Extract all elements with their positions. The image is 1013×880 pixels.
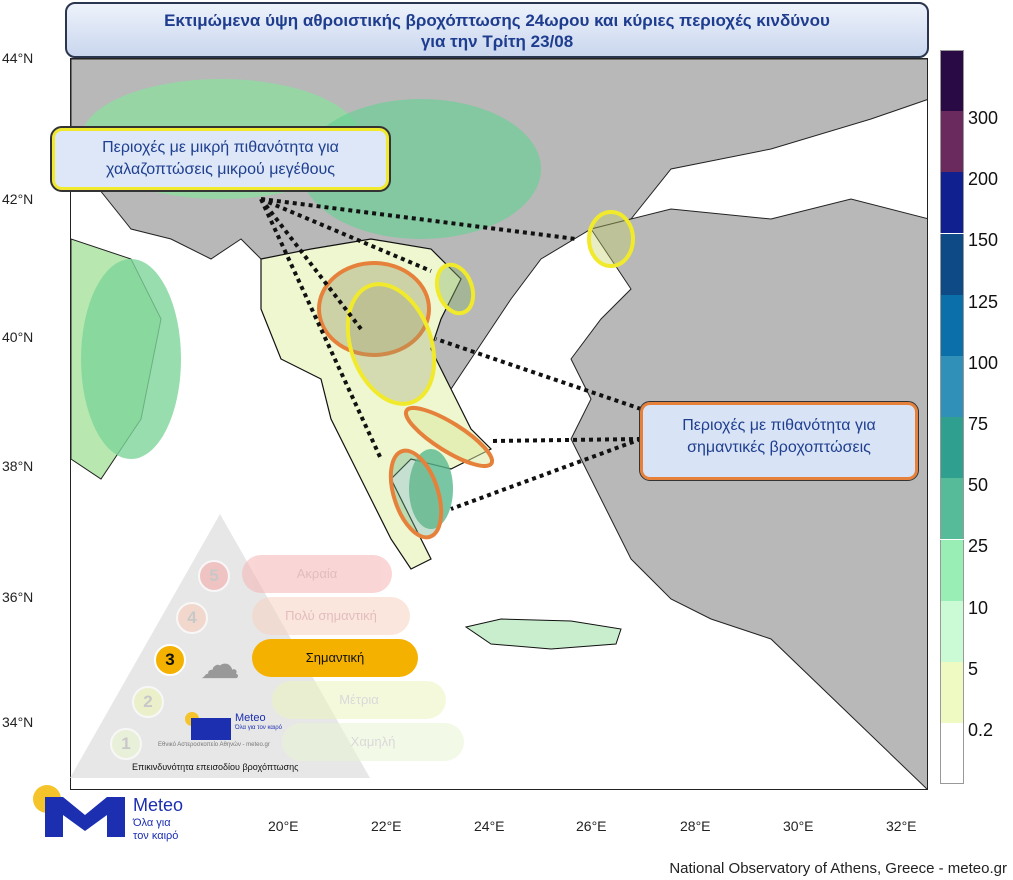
lon-label: 26°E (576, 818, 607, 834)
colorbar-label: 10 (968, 597, 989, 618)
pointer-arrows (259, 197, 642, 511)
hail-callout: Περιοχές με μικρή πιθανότητα για χαλαζοπ… (50, 126, 391, 192)
rain-area-peloponnese (388, 448, 444, 540)
colorbar-segment (940, 539, 964, 601)
lat-label: 34°N (2, 714, 34, 730)
logo-name: Meteo (133, 795, 184, 815)
title-line-1: Εκτιμώμενα ύψη αθροιστικής βροχόπτωσης 2… (164, 11, 830, 30)
rain-callout-line-2: σημαντικές βροχοπτώσεις (687, 439, 871, 456)
colorbar-label: 50 (968, 475, 989, 496)
inset-caption: Επικινδυνότητα επεισοδίου βροχόπτωσης (132, 762, 299, 772)
land-crete (464, 618, 622, 650)
risk-level-1-badge: 1 (110, 728, 142, 760)
risk-level-4-badge: 4 (176, 602, 208, 634)
colorbar-label: 200 (968, 169, 999, 190)
lon-label: 20°E (268, 818, 299, 834)
land-greece-mainland (260, 238, 493, 570)
colorbar-label: 300 (968, 108, 999, 128)
risk-inset: Ακραία 5 Πολύ σημαντική 4 Σημαντική 3 Μέτρια 2 Χ… (70, 512, 480, 782)
inset-logo-tagline: Όλα για τον καιρό (235, 725, 282, 731)
lon-label: 24°E (474, 818, 505, 834)
credit-text: National Observatory of Athens, Greece -… (669, 860, 1007, 877)
colorbar-segment (940, 600, 964, 662)
rain-area (81, 259, 181, 459)
risk-level-2-label: Μέτρια (272, 681, 446, 719)
lon-label: 32°E (886, 818, 917, 834)
lat-label: 36°N (2, 589, 34, 605)
colorbar-segment (940, 111, 964, 173)
hail-callout-line-1: Περιοχές με μικρή πιθανότητα για (102, 139, 339, 156)
colorbar-label: 75 (968, 414, 989, 434)
colorbar-segment (940, 356, 964, 417)
colorbar-segment (940, 50, 964, 111)
risk-level-3-badge: 3 (154, 644, 186, 676)
colorbar-segment (940, 233, 964, 295)
risk-level-4-label: Πολύ σημαντική (252, 597, 410, 635)
lat-label: 42°N (2, 191, 34, 207)
colorbar-label: 0.2 (968, 720, 994, 740)
inset-logo: Meteo Όλα για τον καιρό (185, 712, 282, 740)
rain-cloud-icon: ☁ (200, 643, 240, 687)
colorbar-label: 25 (968, 536, 989, 557)
rain-callout-line-1: Περιοχές με πιθανότητα για (682, 417, 876, 434)
logo-tagline: Όλα για (133, 817, 171, 829)
risk-level-1-label: Χαμηλή (282, 723, 464, 761)
hail-area-thrace (587, 210, 635, 268)
hail-callout-line-2: χαλαζοπτώσεις μικρού μεγέθους (106, 161, 335, 178)
colorbar-segment (940, 417, 964, 479)
inset-logo-name: Meteo (235, 712, 266, 724)
meteo-logo[interactable]: Meteo Όλα για τον καιρό (33, 785, 203, 845)
lon-label: 30°E (783, 818, 814, 834)
lon-label: 28°E (680, 818, 711, 834)
title-line-2: για την Τρίτη 23/08 (420, 32, 574, 51)
risk-level-5-badge: 5 (198, 560, 230, 592)
lon-label: 22°E (371, 818, 402, 834)
colorbar-label: 150 (968, 230, 999, 251)
hail-area-thessaly (345, 282, 437, 406)
colorbar-label: 5 (968, 658, 979, 679)
colorbar-label: 125 (968, 291, 999, 312)
map-canvas (71, 59, 927, 789)
rain-area-evia (403, 405, 495, 469)
colorbar-segment (940, 478, 964, 540)
land-turkey (570, 198, 927, 789)
rain-callout: Περιοχές με πιθανότητα για σημαντικές βρ… (639, 401, 919, 481)
hail-area-chalkidiki (434, 262, 476, 316)
risk-level-3-label: Σημαντική (252, 639, 418, 677)
colorbar-segment (940, 723, 964, 785)
lat-label: 40°N (2, 329, 34, 345)
risk-level-5-label: Ακραία (242, 555, 392, 593)
logo-tagline: τον καιρό (133, 830, 179, 842)
inset-org-line: Εθνικό Αστεροσκοπείο Αθηνών - meteo.gr (158, 742, 270, 748)
colorbar-segment (940, 172, 964, 234)
colorbar-label: 100 (968, 352, 999, 373)
colorbar-segment (940, 294, 964, 356)
colorbar-segment (940, 662, 964, 723)
lat-label: 38°N (2, 458, 34, 474)
risk-level-2-badge: 2 (132, 686, 164, 718)
logo-m-icon (45, 797, 125, 837)
lat-label: 44°N (2, 50, 34, 66)
map-title: Εκτιμώμενα ύψη αθροιστικής βροχόπτωσης 2… (65, 2, 929, 58)
